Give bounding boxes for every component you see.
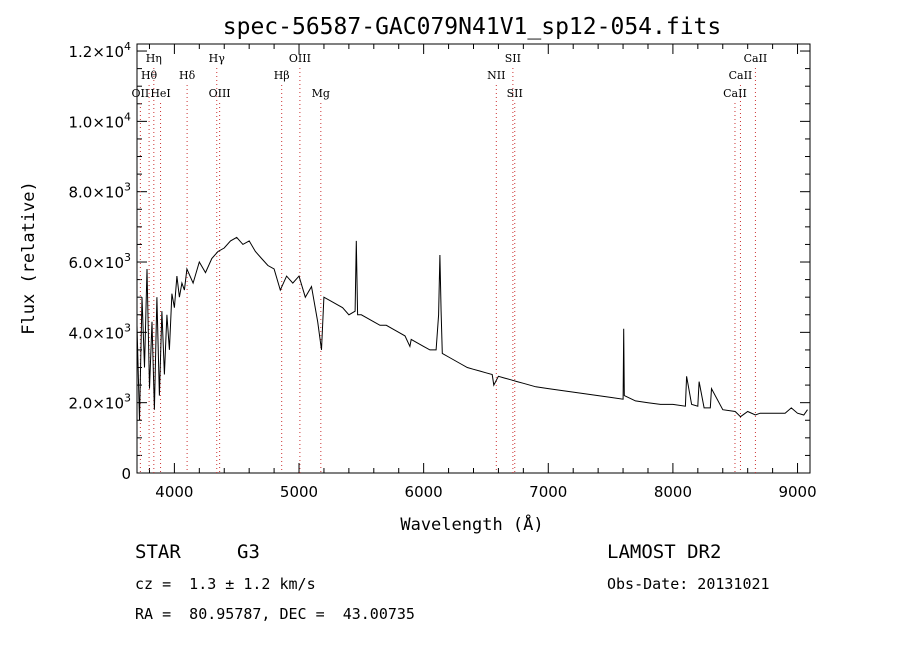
y-tick-label: 1.2×104	[68, 40, 131, 61]
chart-title: spec-56587-GAC079N41V1_sp12-054.fits	[223, 14, 722, 40]
x-tick-label: 9000	[778, 483, 816, 501]
spectral-line-label: NII	[487, 69, 505, 82]
survey-name: LAMOST DR2	[607, 541, 722, 563]
axes-frame: 4000 5000 6000 7000 8000 9000 0 2.0×103 4.0×103 6…	[68, 40, 816, 501]
obs-date: Obs-Date: 20131021	[607, 575, 770, 593]
coordinates: RA = 80.95787, DEC = 43.00735	[135, 605, 415, 623]
x-tick-label: 7000	[529, 483, 567, 501]
spectral-line-label: Hθ	[141, 69, 158, 82]
y-tick-label: 8.0×103	[68, 181, 131, 202]
spectral-line-label: OIII	[209, 87, 231, 100]
y-tick-label: 6.0×103	[68, 251, 131, 272]
object-class: STAR	[135, 541, 181, 563]
x-tick-label: 5000	[280, 483, 318, 501]
y-tick-label: 1.0×104	[68, 110, 131, 131]
redshift: cz = 1.3 ± 1.2 km/s	[135, 575, 316, 593]
spectral-line-label: OII	[132, 87, 150, 100]
spectral-line-label: Hγ	[209, 52, 226, 65]
y-axis-label: Flux (relative)	[19, 181, 39, 335]
spectral-line-label: Hδ	[179, 69, 196, 82]
spectral-line-label: CaII	[744, 52, 768, 65]
y-tick-label: 4.0×103	[68, 321, 131, 342]
spectral-line-label: SII	[507, 87, 523, 100]
spectral-line-label: Hβ	[274, 69, 290, 82]
x-tick-label: 6000	[405, 483, 443, 501]
spectral-line-label: Hη	[146, 52, 162, 65]
spectral-line-label: OIII	[289, 52, 311, 65]
spectral-line-label: CaII	[729, 69, 753, 82]
y-tick-label: 2.0×103	[68, 392, 131, 413]
plot-frame	[136, 43, 811, 474]
spectrum-plot	[136, 236, 808, 421]
spectral-line-label: CaII	[723, 87, 747, 100]
x-axis-label: Wavelength (Å)	[400, 513, 543, 535]
spectral-line-label: SII	[505, 52, 521, 65]
spectrum-line	[136, 236, 808, 421]
x-tick-label: 4000	[155, 483, 193, 501]
spectral-line-label: HeI	[150, 87, 170, 100]
subclass: G3	[237, 541, 260, 563]
spectral-line-label: Mg	[312, 87, 330, 100]
y-tick-label: 0	[121, 465, 131, 483]
x-tick-label: 8000	[654, 483, 692, 501]
